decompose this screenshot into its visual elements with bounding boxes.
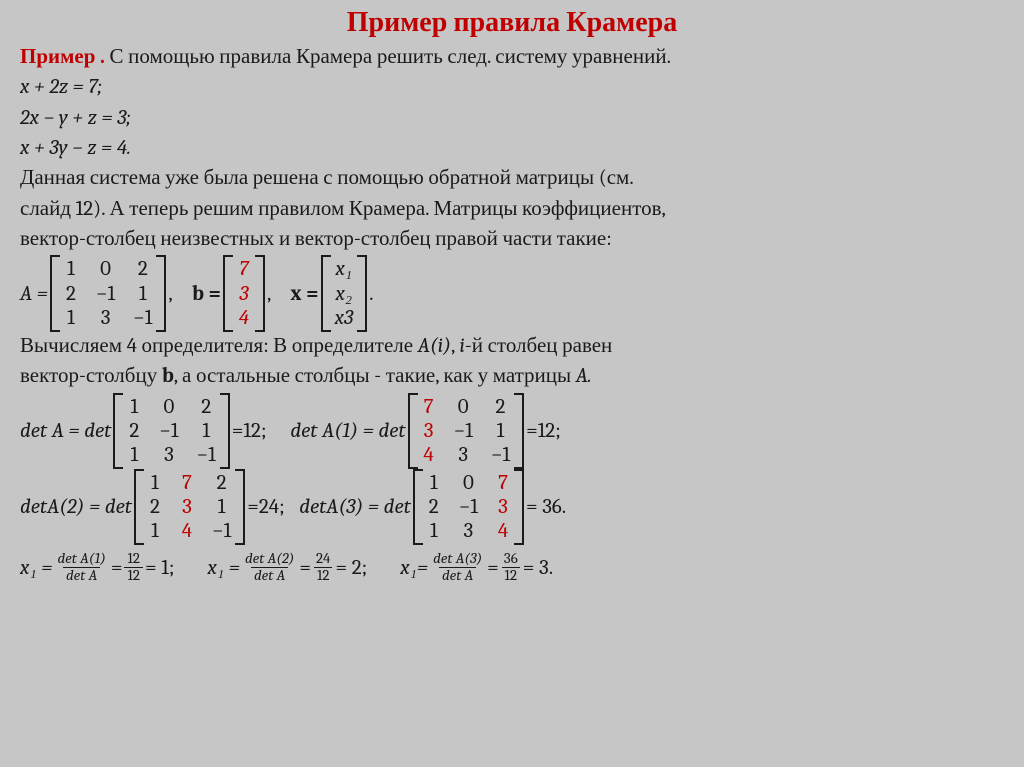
matrix-cell: 4 — [180, 519, 194, 543]
matrix-cell: 7 — [496, 471, 510, 495]
matrix-detA: 1022−1113−1 — [113, 393, 230, 469]
matrix-cell: 1 — [212, 495, 231, 519]
vector-cell: x3 — [335, 306, 354, 330]
matrix-cell: 2 — [148, 495, 162, 519]
para3-line2: вектор-столбцу b, а остальные столбцы - … — [20, 362, 1004, 390]
x-label: x = — [291, 282, 319, 306]
matrix-cell: 2 — [212, 471, 231, 495]
matrix-cell: 0 — [454, 395, 473, 419]
matrix-cell: 3 — [159, 443, 178, 467]
detA1-value: =12; — [526, 419, 561, 443]
matrix-cell: 1 — [127, 395, 141, 419]
detA3-label: detA(3) = det — [299, 495, 411, 519]
vector-cell: 7 — [237, 257, 251, 281]
solution-row: x₁ = det A(1)det A = 1212 = 1; x₁ = det … — [20, 551, 1004, 584]
matrix-cell: 0 — [159, 395, 178, 419]
vector-cell: x₁ — [335, 257, 354, 281]
matrix-cell: −1 — [159, 419, 178, 443]
vector-x: x₁x₂x3 — [321, 255, 368, 331]
detA2-value: =24; — [247, 495, 284, 519]
detA3-value: = 36. — [526, 495, 566, 519]
matrix-A3: 1072−13134 — [413, 469, 524, 545]
vector-cell: x₂ — [335, 282, 354, 306]
matrix-cell: 0 — [459, 471, 478, 495]
matrix-cell: 1 — [197, 419, 216, 443]
para3-line1: Вычисляем 4 определителя: В определителе… — [20, 332, 1004, 360]
para2-line1: Данная система уже была решена с помощью… — [20, 164, 1004, 192]
matrix-cell: −1 — [212, 519, 231, 543]
matrix-cell: 2 — [127, 419, 141, 443]
solution-x3: x₁= det A(3)det A = 3612 = 3. — [400, 551, 553, 584]
matrix-cell: −1 — [96, 282, 115, 306]
detA-value: =12; — [232, 419, 267, 443]
matrix-cell: 1 — [427, 471, 441, 495]
matrix-cell: −1 — [454, 419, 473, 443]
matrix-cell: −1 — [491, 443, 510, 467]
matrix-cell: 1 — [491, 419, 510, 443]
matrix-definition-row: A = 1022−1113−1 , b = 734 , x = x₁x₂x3 . — [20, 255, 1004, 331]
intro-text: С помощью правила Крамера решить след. с… — [105, 45, 671, 69]
matrix-cell: 3 — [180, 495, 194, 519]
matrix-cell: 2 — [133, 257, 152, 281]
matrix-cell: 4 — [496, 519, 510, 543]
matrix-cell: 1 — [64, 257, 78, 281]
b-label: b = — [192, 282, 221, 306]
matrix-cell: 2 — [64, 282, 78, 306]
equation-1: x + 2z = 7; — [20, 73, 1004, 101]
matrix-cell: 3 — [454, 443, 473, 467]
matrix-cell: 7 — [180, 471, 194, 495]
matrix-cell: 1 — [148, 519, 162, 543]
para2-line3: вектор-столбец неизвестных и вектор-стол… — [20, 225, 1004, 253]
matrix-cell: 2 — [491, 395, 510, 419]
example-label: Пример . — [20, 45, 105, 69]
matrix-cell: 1 — [127, 443, 141, 467]
matrix-cell: −1 — [197, 443, 216, 467]
page-title: Пример правила Крамера — [20, 6, 1004, 39]
equation-3: x + 3y − z = 4. — [20, 134, 1004, 162]
equation-2: 2x − y + z = 3; — [20, 104, 1004, 132]
matrix-cell: 1 — [427, 519, 441, 543]
matrix-cell: 2 — [427, 495, 441, 519]
matrix-cell: 7 — [422, 395, 436, 419]
matrix-cell: −1 — [459, 495, 478, 519]
A-label: A = — [20, 282, 48, 306]
vector-b: 734 — [223, 255, 265, 331]
intro-line: Пример . С помощью правила Крамера решит… — [20, 43, 1004, 71]
vector-cell: 3 — [237, 282, 251, 306]
matrix-A2: 172 231 14 −1 — [134, 469, 245, 545]
matrix-cell: 0 — [96, 257, 115, 281]
para2-line2: слайд 12). А теперь решим правилом Краме… — [20, 195, 1004, 223]
matrix-cell: 4 — [422, 443, 436, 467]
solution-x2: x₁ = det A(2)det A = 2412 = 2; — [208, 551, 391, 584]
matrix-cell: 1 — [64, 306, 78, 330]
matrix-A: 1022−1113−1 — [50, 255, 167, 331]
matrix-cell: 3 — [459, 519, 478, 543]
matrix-A1: 7023−1143−1 — [408, 393, 525, 469]
vector-cell: 4 — [237, 306, 251, 330]
matrix-cell: 3 — [96, 306, 115, 330]
detA-label: det A = det — [20, 419, 111, 443]
det-row-2: detA(2) = det 17223114−1 =24; detA(3) = … — [20, 469, 1004, 545]
matrix-cell: 1 — [148, 471, 162, 495]
matrix-cell: −1 — [133, 306, 152, 330]
matrix-cell: 2 — [197, 395, 216, 419]
slide: Пример правила Крамера Пример . С помощь… — [0, 0, 1024, 584]
detA1-label: det A(1) = det — [290, 419, 405, 443]
matrix-cell: 3 — [496, 495, 510, 519]
det-row-1: det A = det 1022−1113−1 =12; det A(1) = … — [20, 393, 1004, 469]
matrix-cell: 1 — [133, 282, 152, 306]
matrix-cell: 3 — [422, 419, 436, 443]
detA2-label: detA(2) = det — [20, 495, 132, 519]
solution-x1: x₁ = det A(1)det A = 1212 = 1; — [20, 551, 198, 584]
